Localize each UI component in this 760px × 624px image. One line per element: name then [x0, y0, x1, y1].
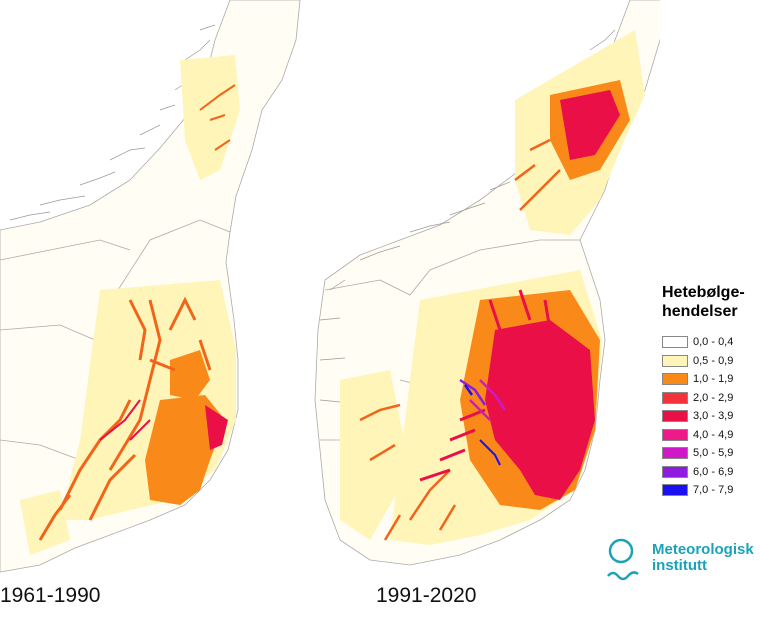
fjord-magenta — [469, 379, 507, 421]
fjord-purple — [459, 378, 487, 406]
legend-item: 4,0 - 4,9 — [662, 426, 760, 445]
fjord-orange — [359, 138, 561, 541]
legend-item: 0,5 - 0,9 — [662, 352, 760, 371]
legend-swatch — [662, 465, 688, 478]
zone-yellow — [20, 490, 70, 555]
legend-swatch — [662, 447, 688, 460]
heatwave-map-1961-1990 — [0, 0, 301, 573]
legend-item: 6,0 - 6,9 — [662, 463, 760, 482]
legend-title-line1: Hetebølge- — [662, 284, 745, 301]
legend-item: 7,0 - 7,9 — [662, 481, 760, 500]
zone-red — [205, 405, 228, 450]
legend-swatch — [662, 336, 688, 349]
zone-orange — [145, 395, 225, 505]
legend-label: 6,0 - 6,9 — [693, 465, 734, 478]
heatwave-map-1991-2020 — [314, 0, 660, 566]
legend-swatch — [662, 373, 688, 386]
legend-item: 0,0 - 0,4 — [662, 333, 760, 352]
logo-line2: institutt — [652, 557, 707, 574]
zone-yellow — [180, 55, 240, 180]
zone-red — [560, 90, 620, 160]
legend-item: 2,0 - 2,9 — [662, 389, 760, 408]
legend-items: 0,0 - 0,4 0,5 - 0,9 1,0 - 1,9 2,0 - 2,9 3,0 … — [662, 333, 760, 500]
legend-title-line2: hendelser — [662, 303, 738, 320]
zone-yellow — [340, 370, 410, 540]
zone-red — [485, 320, 595, 500]
legend-swatch — [662, 410, 688, 423]
legend-item: 5,0 - 5,9 — [662, 444, 760, 463]
fjord-blue — [479, 439, 501, 466]
legend-label: 1,0 - 1,9 — [693, 373, 734, 386]
zone-orange — [170, 350, 210, 400]
legend-label: 2,0 - 2,9 — [693, 391, 734, 404]
legend-label: 0,0 - 0,4 — [693, 336, 734, 349]
fjord-blue — [463, 384, 474, 396]
fjord-orange — [199, 84, 236, 151]
met-logo-icon — [607, 538, 639, 581]
legend-item: 3,0 - 3,9 — [662, 407, 760, 426]
legend-label: 0,5 - 0,9 — [693, 354, 734, 367]
met-institute-logo: Meteorologisk institutt — [604, 536, 760, 586]
legend: Hetebølge- hendelser 0,0 - 0,4 0,5 - 0,9 1… — [662, 283, 760, 500]
legend-label: 3,0 - 3,9 — [693, 410, 734, 423]
legend-item: 1,0 - 1,9 — [662, 370, 760, 389]
legend-swatch — [662, 354, 688, 367]
period-label-left: 1961-1990 — [0, 584, 101, 607]
legend-swatch — [662, 428, 688, 441]
legend-label: 7,0 - 7,9 — [693, 484, 734, 497]
logo-line1: Meteorologisk — [652, 541, 754, 558]
legend-label: 5,0 - 5,9 — [693, 447, 734, 460]
period-label-right: 1991-2020 — [376, 584, 477, 607]
legend-swatch — [662, 484, 688, 497]
fjord-red — [99, 399, 151, 441]
legend-swatch — [662, 391, 688, 404]
legend-label: 4,0 - 4,9 — [693, 428, 734, 441]
fjord-red — [419, 289, 552, 482]
